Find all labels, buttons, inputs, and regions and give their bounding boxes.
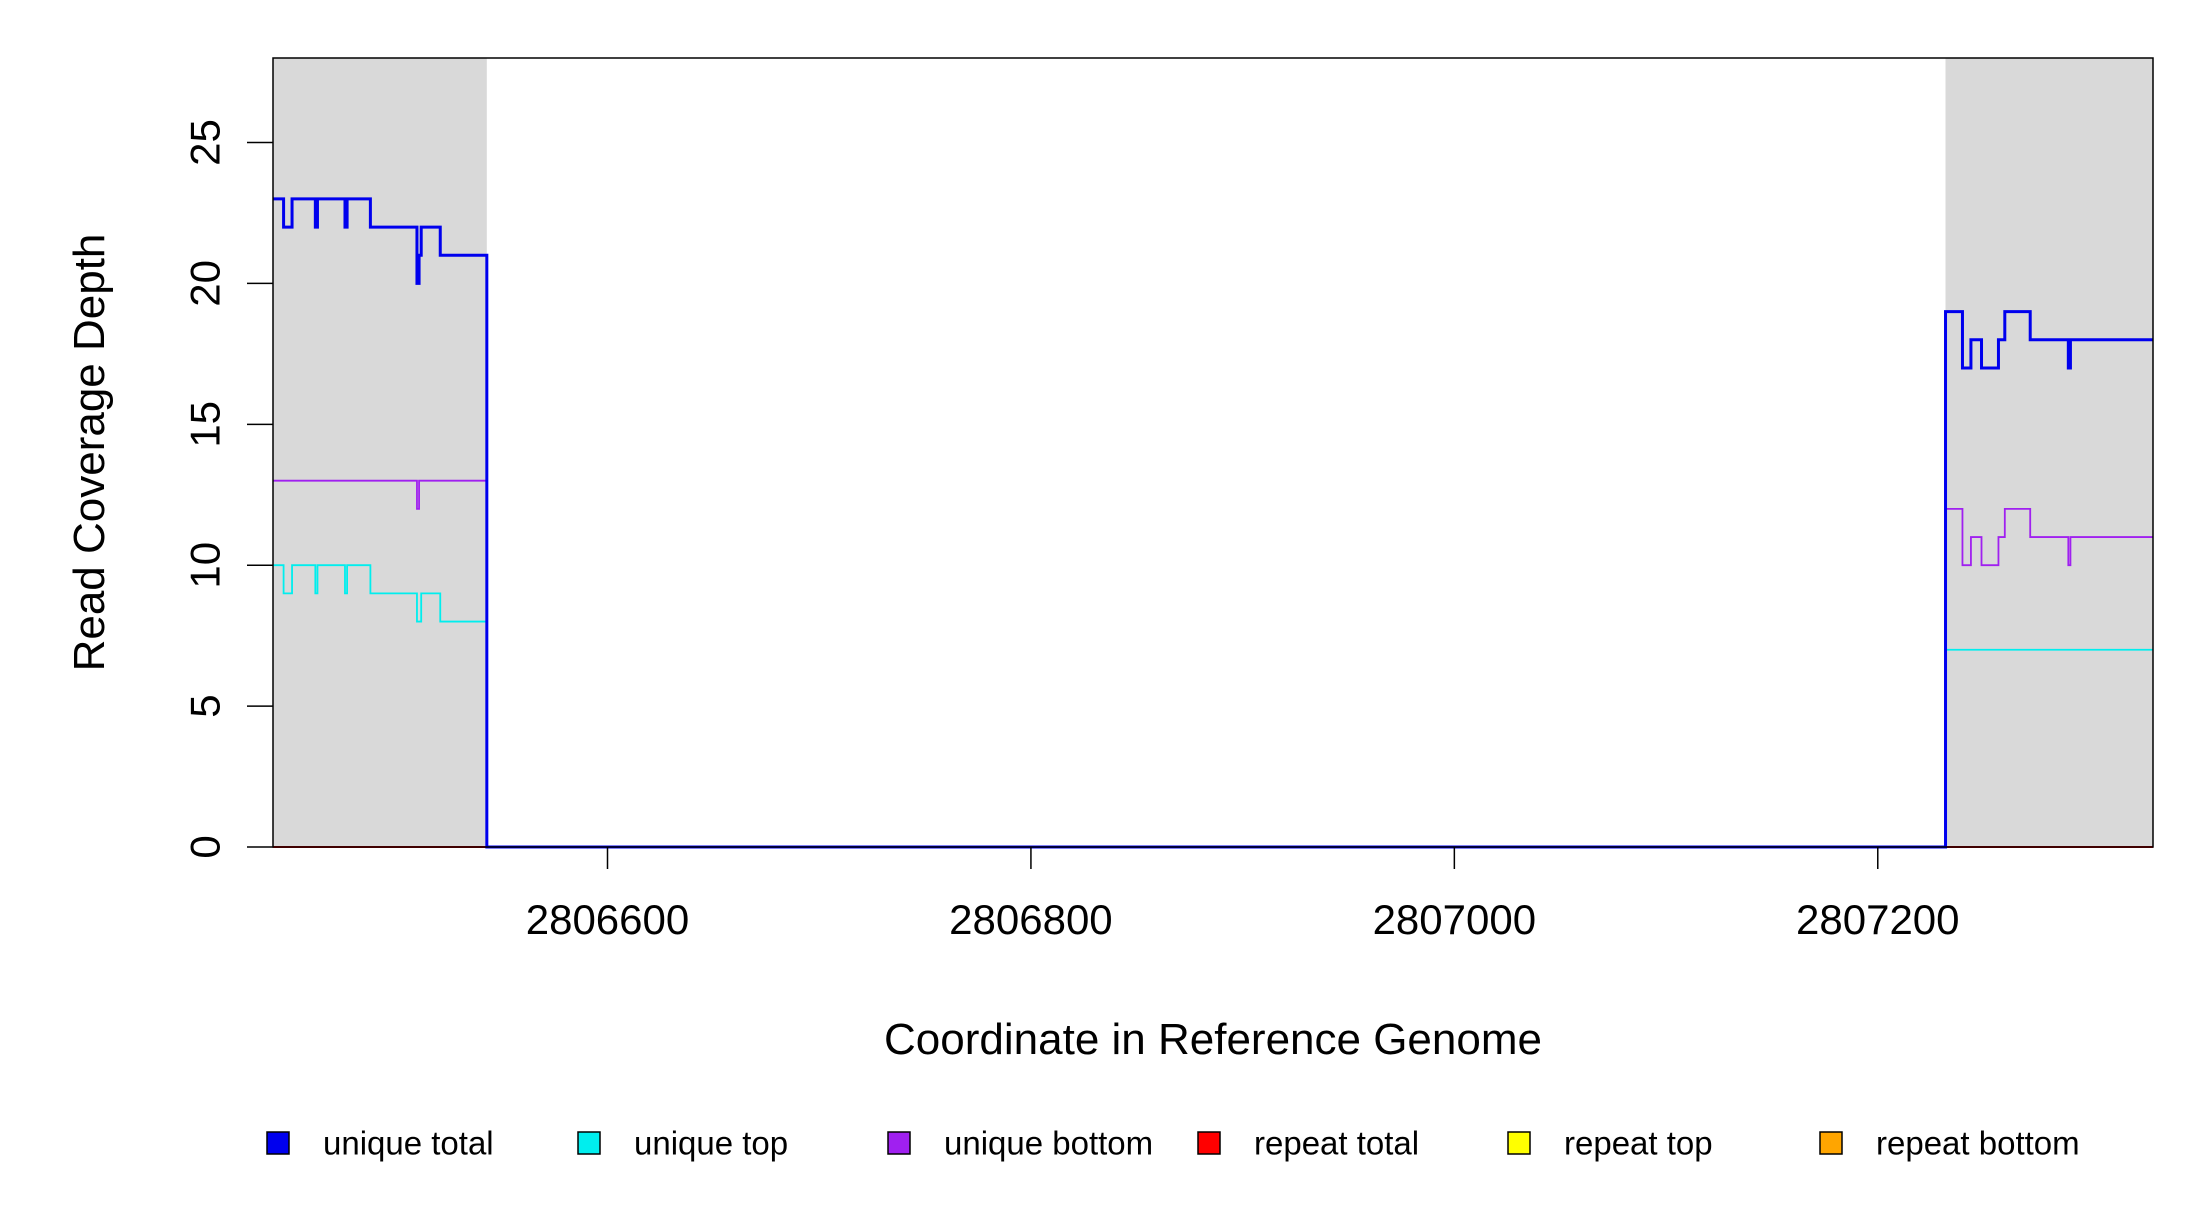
x-tick-label: 2807000 [1373, 896, 1537, 943]
x-tick-label: 2806800 [949, 896, 1113, 943]
legend-label: unique top [634, 1125, 788, 1162]
legend-label: unique total [323, 1125, 494, 1162]
legend-label: repeat top [1564, 1125, 1713, 1162]
y-tick-label: 0 [182, 835, 229, 858]
plot-frame [272, 57, 2154, 848]
legend-swatch [1819, 1131, 1843, 1155]
legend-swatch [887, 1131, 911, 1155]
legend-label: repeat total [1254, 1125, 1419, 1162]
legend-swatch [266, 1131, 290, 1155]
legend-swatch [1197, 1131, 1221, 1155]
series-line-unique-bottom [273, 479, 2153, 848]
x-axis-label: Coordinate in Reference Genome [884, 1015, 1542, 1064]
y-axis: 0 5 10 15 20 25 [182, 119, 273, 859]
legend: unique total unique top unique bottom repea… [266, 1125, 2080, 1162]
x-axis: 2806600 2806800 2807000 2807200 [526, 847, 1960, 943]
x-tick-label: 2807200 [1796, 896, 1960, 943]
y-axis-label: Read Coverage Depth [65, 234, 114, 672]
series-line-unique-total [273, 197, 2153, 849]
y-tick-label: 15 [182, 401, 229, 448]
legend-label: repeat bottom [1876, 1125, 2080, 1162]
y-tick-label: 25 [182, 119, 229, 166]
legend-swatch [1507, 1131, 1531, 1155]
y-tick-label: 5 [182, 694, 229, 717]
shaded-region-1 [1945, 58, 2153, 847]
legend-label: unique bottom [944, 1125, 1153, 1162]
series-lines [273, 197, 2153, 849]
x-tick-label: 2806600 [526, 896, 690, 943]
series-line-unique-top [273, 564, 2153, 848]
y-tick-label: 20 [182, 260, 229, 307]
shaded-region-0 [273, 58, 487, 847]
y-tick-label: 10 [182, 542, 229, 589]
legend-swatch [577, 1131, 601, 1155]
shaded-regions [273, 58, 2153, 847]
